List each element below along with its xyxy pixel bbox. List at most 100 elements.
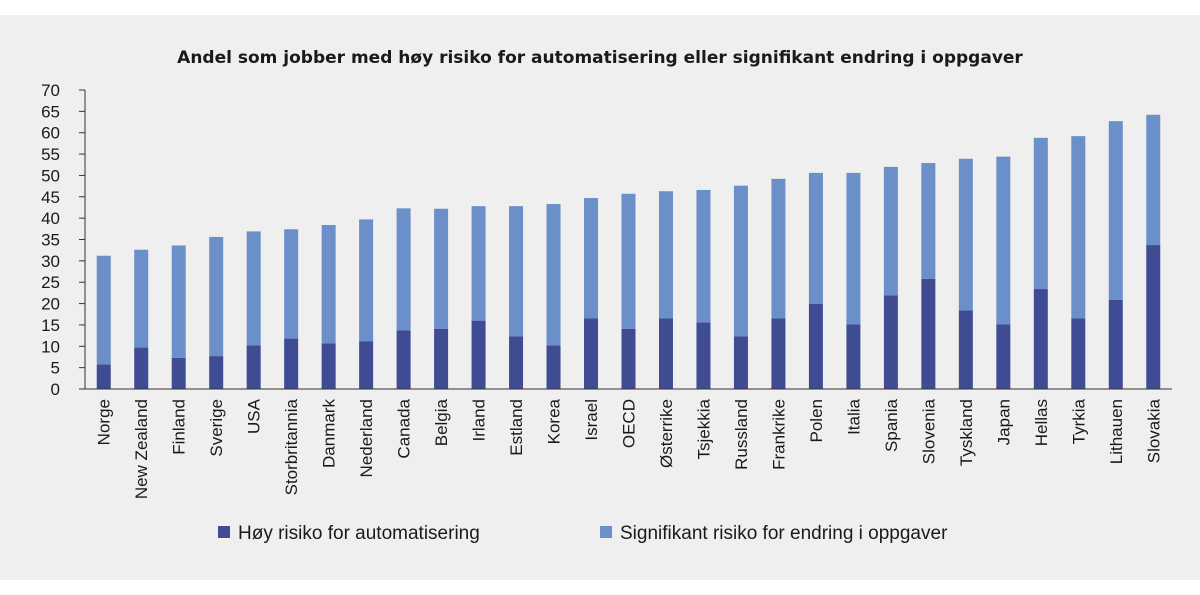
bar-segment-high-risk [359,341,374,389]
x-tick-label: Irland [470,399,489,442]
x-tick-label: Estland [507,399,526,456]
x-tick-label: Tsjekkia [694,398,713,459]
x-tick-label: Danmark [320,399,339,468]
bar-segment-high-risk [171,357,186,389]
x-tick-label: Slovakia [1144,398,1163,463]
bar-segment-high-risk [96,364,111,389]
bar-segment-high-risk [958,310,973,389]
stacked-bar-chart: Andel som jobber med høy risiko for auto… [41,48,1172,544]
bar-segment-significant-change [434,208,449,329]
y-tick-label: 5 [51,359,60,378]
x-tick-label: Hellas [1032,399,1051,446]
x-tick-label: Frankrike [769,399,788,470]
bar-segment-significant-change [921,163,936,279]
x-tick-label: Østerrike [657,399,676,468]
chart-title: Andel som jobber med høy risiko for auto… [177,48,1023,68]
x-tick-label: Belgia [432,398,451,446]
x-tick-label: Sverige [207,399,226,457]
x-tick-label: OECD [620,399,639,448]
x-tick-label: Israel [582,399,601,441]
y-tick-label: 25 [41,273,60,292]
legend-swatch-significant-change [600,526,612,538]
bar-segment-significant-change [396,208,411,331]
y-tick-label: 40 [41,209,60,228]
legend-label-significant-change: Signifikant risiko for endring i oppgave… [620,523,948,544]
y-tick-label: 20 [41,295,60,314]
bar-segment-significant-change [471,206,486,321]
bars [96,114,1161,389]
y-tick-label: 55 [41,145,60,164]
bar-segment-high-risk [1071,318,1086,389]
bar-segment-high-risk [808,304,823,389]
bar-segment-significant-change [621,193,636,329]
bar-segment-significant-change [584,198,599,319]
bar-segment-significant-change [171,245,186,358]
x-tick-label: Spania [882,398,901,451]
legend-label-high-risk: Høy risiko for automatisering [238,523,480,544]
bar-segment-significant-change [808,172,823,304]
x-tick-label: Finland [170,399,189,455]
bar-segment-significant-change [359,219,374,342]
legend: Høy risiko for automatisering Signifikan… [218,523,948,544]
bar-segment-significant-change [209,236,224,357]
bar-segment-high-risk [134,347,149,389]
y-tick-label: 35 [41,231,60,250]
bar-segment-high-risk [658,318,673,389]
y-tick-label: 30 [41,252,60,271]
bar-segment-significant-change [546,204,561,346]
bar-segment-significant-change [1071,136,1086,319]
x-tick-label: Canada [395,398,414,458]
x-tick-label: Italia [844,398,863,434]
bar-segment-high-risk [284,338,299,389]
bar-segment-high-risk [1033,289,1048,389]
x-tick-label: Japan [994,399,1013,445]
bar-segment-high-risk [434,328,449,389]
bar-segment-significant-change [246,231,261,346]
bar-segment-high-risk [246,345,261,389]
bar-segment-significant-change [134,249,149,348]
bar-segment-high-risk [621,328,636,389]
bar-segment-significant-change [958,158,973,311]
bar-segment-significant-change [733,185,748,337]
bar-segment-high-risk [471,320,486,389]
bar-segment-high-risk [584,318,599,389]
bar-segment-significant-change [771,178,786,319]
bar-segment-high-risk [209,356,224,389]
x-tick-label: Nederland [357,399,376,477]
bar-segment-high-risk [396,330,411,389]
x-axis-labels: Norge New Zealand Finland Sverige USA Storbri… [95,398,1164,499]
y-tick-label: 15 [41,316,60,335]
y-tick-label: 60 [41,124,60,143]
x-tick-label: Polen [807,399,826,442]
bar-segment-high-risk [996,324,1011,389]
y-tick-label: 0 [51,380,60,399]
bar-segment-significant-change [1146,114,1161,246]
x-tick-label: Russland [732,399,751,470]
x-tick-label: Lithauen [1107,399,1126,464]
y-tick-label: 50 [41,166,60,185]
bar-segment-high-risk [846,324,861,389]
bar-segment-significant-change [696,189,711,323]
x-tick-label: New Zealand [132,399,151,499]
bar-segment-significant-change [996,156,1011,325]
bar-segment-high-risk [509,336,524,389]
x-tick-label: Tyskland [957,399,976,466]
bar-segment-significant-change [883,166,898,296]
x-tick-label: USA [245,398,264,434]
bar-segment-significant-change [846,172,861,325]
x-tick-label: Norge [95,399,114,445]
y-tick-label: 65 [41,102,60,121]
bar-segment-significant-change [1033,137,1048,290]
y-tick-label: 45 [41,188,60,207]
bar-segment-high-risk [921,278,936,389]
x-tick-label: Tyrkia [1069,398,1088,444]
bar-segment-significant-change [1108,121,1123,300]
y-tick-label: 10 [41,337,60,356]
x-tick-label: Slovenia [919,398,938,464]
bar-segment-high-risk [696,322,711,389]
legend-swatch-high-risk [218,526,230,538]
bar-segment-high-risk [321,343,336,389]
x-tick-label: Korea [545,398,564,444]
bar-segment-significant-change [96,255,111,365]
bar-segment-high-risk [546,345,561,389]
